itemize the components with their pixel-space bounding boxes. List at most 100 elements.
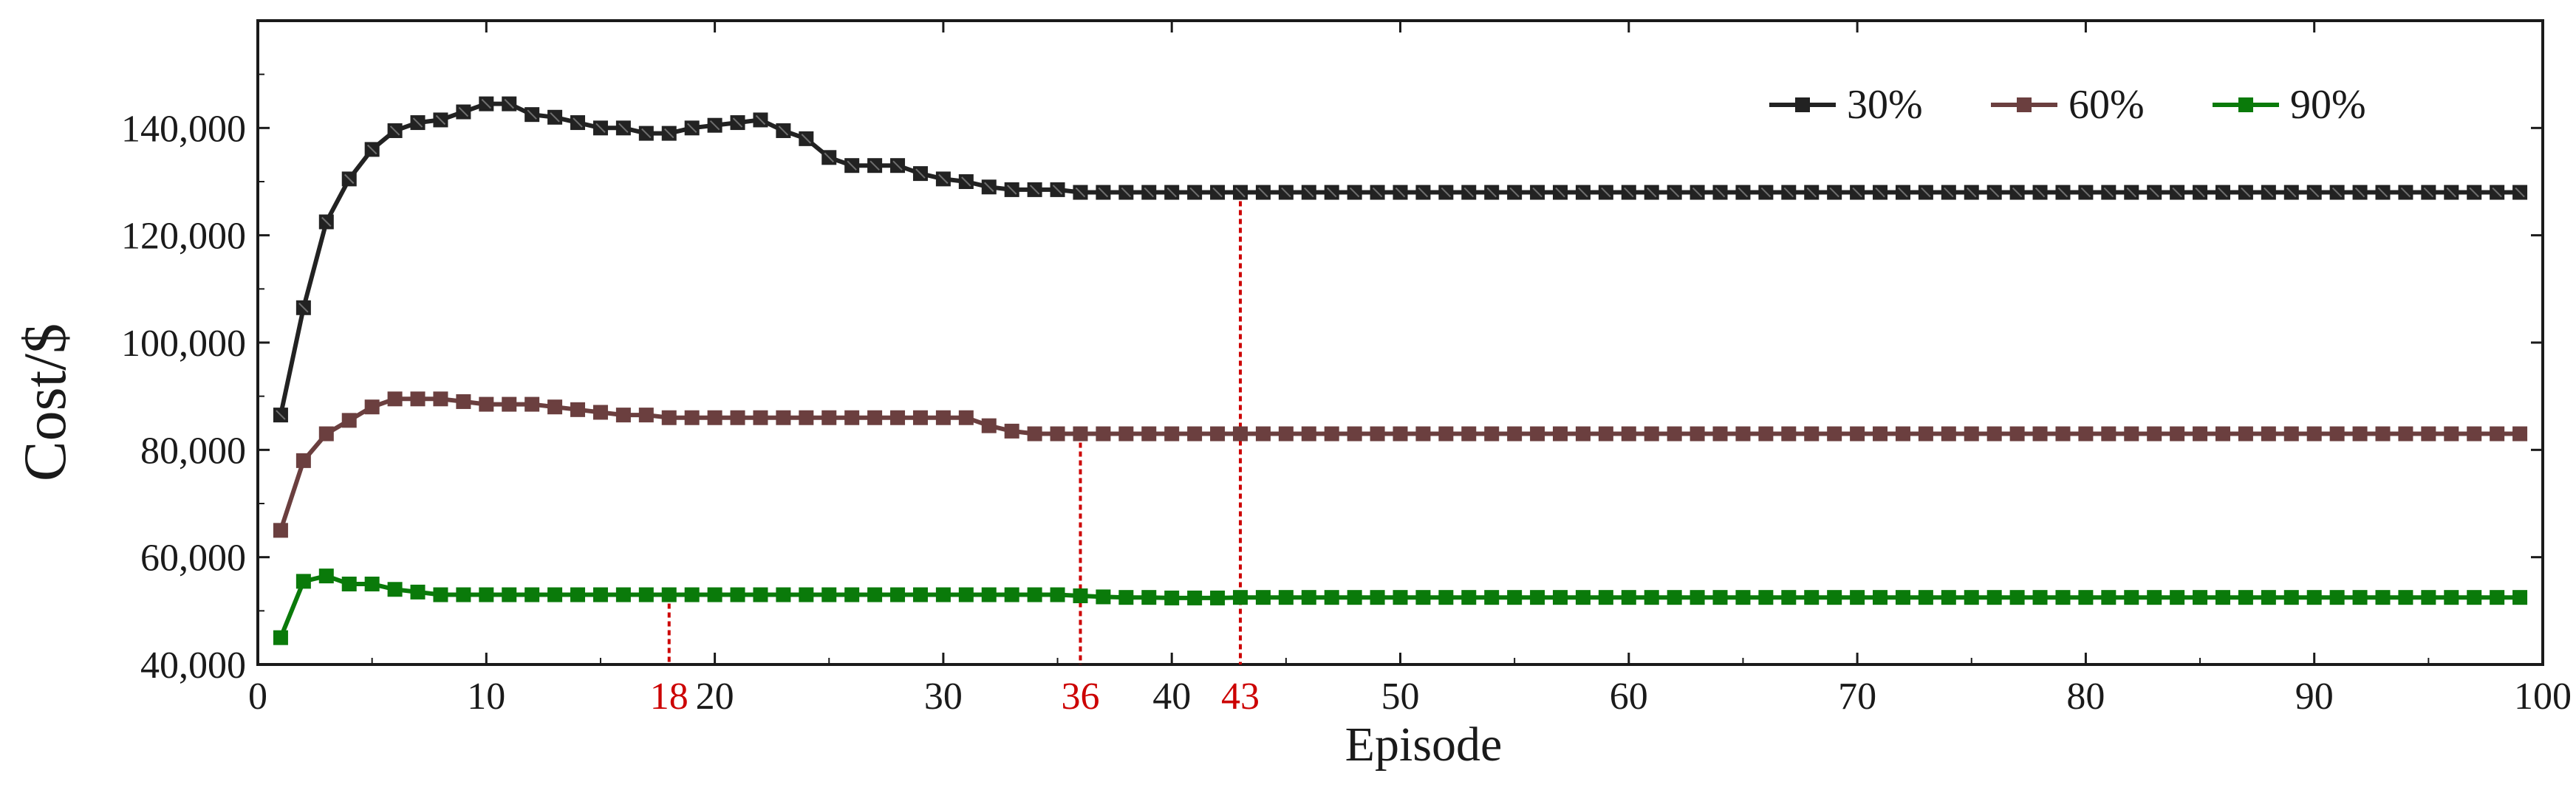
data-point xyxy=(410,391,426,407)
data-point-cross xyxy=(1738,187,1749,198)
data-point xyxy=(1073,426,1088,442)
data-point xyxy=(1690,185,1705,200)
data-point xyxy=(1873,185,1888,200)
data-point xyxy=(1301,590,1316,605)
data-point xyxy=(1918,426,1933,442)
data-point xyxy=(1438,426,1454,442)
data-point-cross xyxy=(1327,187,1337,198)
data-point xyxy=(890,587,906,602)
data-point xyxy=(799,410,814,425)
data-point xyxy=(1530,590,1545,605)
data-point xyxy=(799,131,814,146)
data-point xyxy=(1255,426,1271,442)
data-point xyxy=(592,587,608,602)
data-point xyxy=(1667,426,1682,442)
data-point xyxy=(638,126,654,141)
data-point-cross xyxy=(1121,187,1132,198)
data-point xyxy=(2215,185,2230,200)
data-point-cross xyxy=(1486,187,1497,198)
legend-label: 90% xyxy=(2290,82,2366,128)
data-point-cross xyxy=(1944,187,1954,198)
data-point xyxy=(1118,590,1134,605)
data-point xyxy=(1484,426,1500,442)
data-point xyxy=(2032,185,2048,200)
data-point xyxy=(776,123,791,138)
data-point xyxy=(273,523,288,538)
data-point xyxy=(2329,185,2345,200)
data-point xyxy=(1255,185,1271,200)
data-point-cross xyxy=(1669,187,1680,198)
data-point xyxy=(1598,590,1613,605)
data-point xyxy=(1210,426,1226,442)
data-point xyxy=(2398,426,2413,442)
data-point-cross xyxy=(2241,187,2251,198)
x-tick-label: 70 xyxy=(1838,676,1876,718)
data-point xyxy=(844,410,860,425)
y-tick-label: 40,000 xyxy=(140,645,246,687)
data-point-cross xyxy=(847,160,857,171)
data-point-cross xyxy=(641,128,652,139)
data-point-cross xyxy=(1258,187,1268,198)
legend-label: 30% xyxy=(1847,82,1923,128)
data-point xyxy=(1050,587,1065,602)
data-point xyxy=(1461,185,1477,200)
data-point xyxy=(1164,185,1180,200)
data-point-cross xyxy=(366,144,377,155)
data-point xyxy=(867,587,883,602)
data-point xyxy=(2170,590,2185,605)
data-point-cross xyxy=(1852,187,1862,198)
x-tick-label: 60 xyxy=(1610,676,1648,718)
data-point xyxy=(547,109,563,125)
data-point-cross xyxy=(1692,187,1703,198)
data-point xyxy=(2101,426,2117,442)
data-point-cross xyxy=(915,168,926,179)
data-point-cross xyxy=(458,106,469,117)
data-point-cross xyxy=(1463,187,1474,198)
data-point xyxy=(912,166,928,182)
data-point xyxy=(2329,590,2345,605)
data-point xyxy=(935,410,951,425)
data-point-cross xyxy=(2035,187,2046,198)
data-point xyxy=(1004,587,1019,602)
data-point xyxy=(615,587,631,602)
data-point xyxy=(684,120,700,136)
data-point xyxy=(867,410,883,425)
data-point xyxy=(341,577,357,591)
data-point-cross xyxy=(276,410,286,420)
data-point xyxy=(661,587,677,602)
legend-swatch-marker xyxy=(1795,97,1810,112)
data-point xyxy=(1644,590,1659,605)
data-point xyxy=(1073,185,1088,200)
data-point xyxy=(295,453,311,468)
data-point xyxy=(1415,426,1431,442)
series-30 xyxy=(273,96,2528,423)
data-point xyxy=(753,410,768,425)
data-point xyxy=(1004,182,1019,197)
data-point xyxy=(615,120,631,136)
data-point xyxy=(1667,185,1682,200)
x-tick-label: 80 xyxy=(2066,676,2105,718)
data-point xyxy=(1827,426,1842,442)
data-point-cross xyxy=(1921,187,1931,198)
data-point xyxy=(1164,590,1180,605)
data-point xyxy=(1347,185,1362,200)
data-point xyxy=(821,587,837,602)
data-point xyxy=(1941,590,1956,605)
x-axis-title: Episode xyxy=(1345,718,1503,772)
data-point xyxy=(2306,426,2322,442)
data-point-cross xyxy=(481,98,492,109)
data-point-cross xyxy=(1212,187,1223,198)
data-point xyxy=(1986,590,2002,605)
data-point-cross xyxy=(2377,187,2388,198)
data-point xyxy=(295,574,311,589)
data-point xyxy=(1712,590,1728,605)
data-point xyxy=(821,410,837,425)
data-point-cross xyxy=(618,123,629,134)
data-point xyxy=(2238,185,2253,200)
data-point xyxy=(1027,182,1042,197)
data-point xyxy=(2238,426,2253,442)
data-point xyxy=(525,587,540,602)
data-point xyxy=(1027,426,1042,442)
legend-swatch-marker xyxy=(2238,97,2253,112)
data-point-cross xyxy=(2469,187,2479,198)
